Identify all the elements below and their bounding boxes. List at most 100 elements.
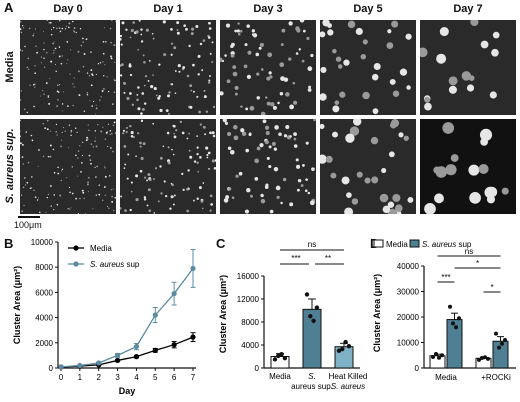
cell-cluster [126,127,128,129]
cell-cluster [388,151,395,158]
cell-cluster [330,172,337,179]
cell-cluster [102,61,104,63]
cell-cluster [27,57,30,60]
cell-cluster [68,26,70,29]
cell-cluster [285,125,290,130]
cell-cluster [72,83,74,85]
legend-label: Media [386,240,408,249]
micrograph-media-day5 [319,19,416,115]
cell-cluster [49,21,52,24]
cell-cluster [229,149,235,155]
replicate-point [503,337,507,342]
cell-cluster [43,93,45,95]
cell-cluster [72,20,74,23]
cell-cluster [56,105,58,107]
cell-cluster [173,46,177,50]
cell-cluster [266,76,271,81]
cell-cluster [90,84,93,87]
cell-cluster [81,162,83,164]
cell-cluster [262,119,267,124]
cell-cluster [280,76,285,81]
data-point [190,265,196,272]
cell-cluster [47,193,49,195]
cell-cluster [42,89,44,92]
y-tick-label: 4000 [241,341,259,350]
cell-cluster [225,195,230,200]
cell-cluster [176,31,180,35]
cell-cluster [148,209,152,212]
cell-cluster [23,204,25,206]
cell-cluster [313,118,316,122]
cell-cluster [64,28,67,30]
cell-cluster [92,74,94,77]
cell-cluster [186,74,190,78]
cell-cluster [36,51,39,54]
cell-cluster [115,132,117,134]
cell-cluster [112,150,114,153]
cell-cluster [208,168,210,170]
cell-cluster [199,42,203,46]
cell-cluster [296,188,300,192]
cell-cluster [209,131,212,135]
cell-cluster [468,164,480,176]
replicate-point [340,346,345,352]
day-label-4: Day 7 [453,3,483,15]
cell-cluster [24,108,26,110]
cell-cluster [107,206,109,208]
cell-cluster [95,107,98,110]
cell-cluster [57,166,59,169]
cell-cluster [307,191,311,195]
cell-cluster [208,27,212,30]
cell-cluster [80,44,83,47]
cell-cluster [42,155,45,158]
cell-cluster [34,86,36,88]
cell-cluster [319,123,325,130]
cell-cluster [270,102,275,107]
cell-cluster [163,180,166,183]
cell-cluster [280,43,284,47]
replicate-point [448,304,452,309]
day-label-3: Day 5 [353,3,383,15]
micrograph-texture [317,117,414,219]
cell-cluster [399,68,408,76]
cell-cluster [189,105,193,109]
cell-cluster [295,26,300,31]
cell-cluster [24,45,26,48]
cell-cluster [264,185,269,189]
cell-cluster [278,132,282,137]
cell-cluster [244,43,248,47]
cell-cluster [33,105,35,108]
cell-cluster [173,132,175,135]
cell-cluster [120,43,123,46]
cell-cluster [109,129,112,132]
cell-cluster [143,84,146,87]
micrograph-texture [19,19,117,115]
cell-cluster [53,171,56,174]
cell-cluster [88,129,90,131]
cell-cluster [104,40,107,43]
cell-cluster [346,192,352,198]
cell-cluster [362,39,368,45]
cell-cluster [91,105,93,107]
cell-cluster [53,41,55,43]
cell-cluster [70,134,72,137]
cell-cluster [56,90,59,93]
cell-cluster [45,211,47,214]
replicate-point [431,355,435,360]
cell-cluster [176,29,179,31]
cell-cluster [102,199,104,201]
cell-cluster [186,137,189,140]
cell-cluster [267,52,273,58]
cell-cluster [135,174,139,178]
cell-cluster [129,208,132,212]
cell-cluster [173,194,176,197]
y-tick-label: 40000 [397,262,420,271]
cell-cluster [111,201,114,203]
cell-cluster [118,207,122,210]
cell-cluster [153,177,155,180]
bar-1-1 [492,340,509,369]
cell-cluster [234,92,238,96]
cell-cluster [387,201,395,208]
cell-cluster [305,178,308,181]
cell-cluster [114,196,116,199]
